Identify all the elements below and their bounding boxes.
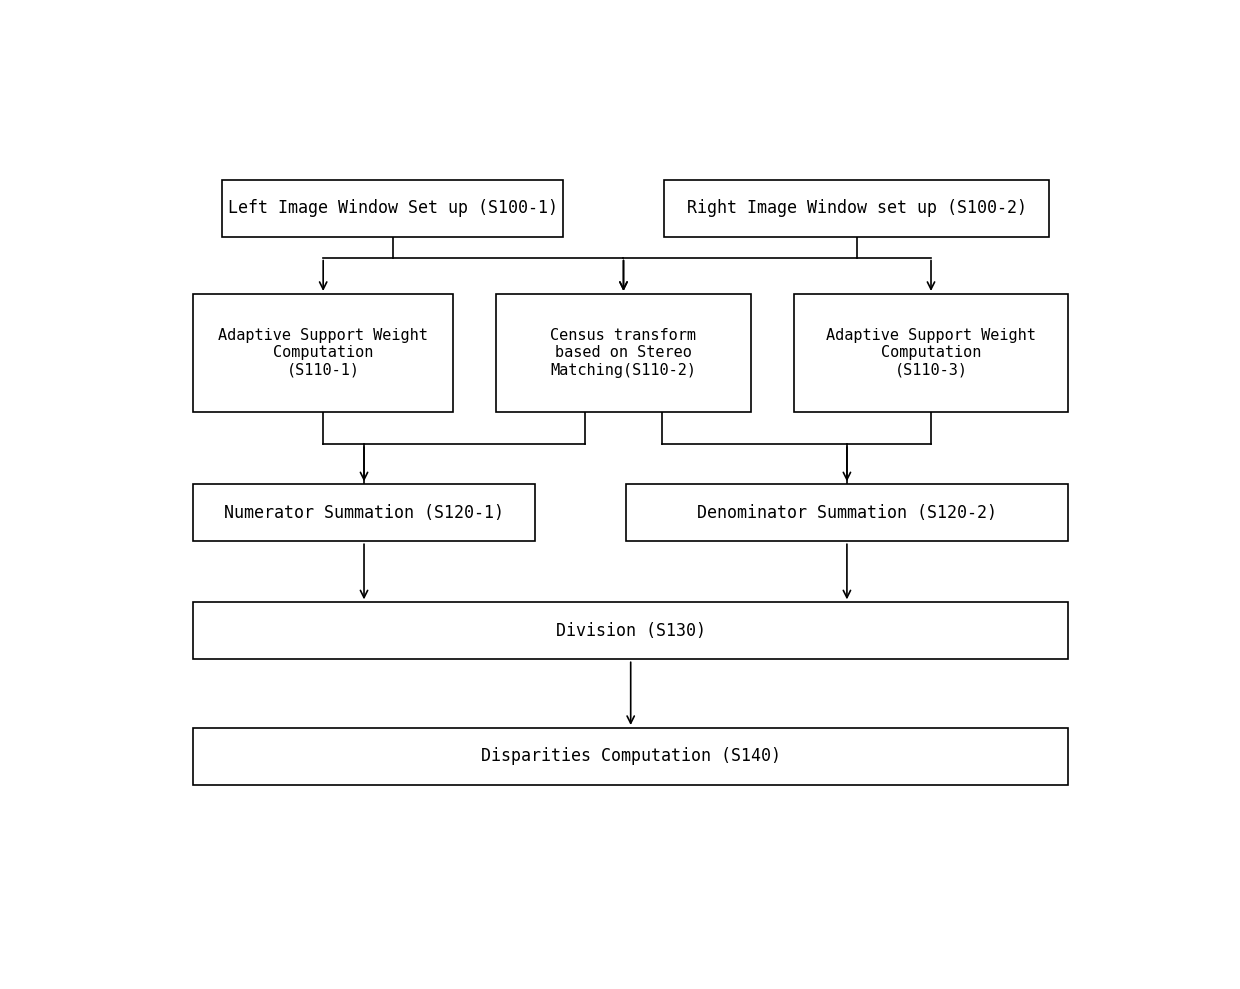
Text: Right Image Window set up (S100-2): Right Image Window set up (S100-2) [687, 199, 1027, 218]
FancyBboxPatch shape [193, 485, 534, 541]
FancyBboxPatch shape [193, 602, 1068, 660]
Text: Disparities Computation (S140): Disparities Computation (S140) [481, 748, 781, 765]
Text: Adaptive Support Weight
Computation
(S110-3): Adaptive Support Weight Computation (S11… [826, 328, 1035, 378]
FancyBboxPatch shape [665, 180, 1049, 236]
FancyBboxPatch shape [626, 485, 1068, 541]
Text: Numerator Summation (S120-1): Numerator Summation (S120-1) [224, 503, 503, 522]
Text: Adaptive Support Weight
Computation
(S110-1): Adaptive Support Weight Computation (S11… [218, 328, 428, 378]
FancyBboxPatch shape [193, 728, 1068, 785]
Text: Census transform
based on Stereo
Matching(S110-2): Census transform based on Stereo Matchin… [551, 328, 697, 378]
FancyBboxPatch shape [222, 180, 563, 236]
FancyBboxPatch shape [193, 294, 453, 411]
Text: Left Image Window Set up (S100-1): Left Image Window Set up (S100-1) [228, 199, 558, 218]
FancyBboxPatch shape [496, 294, 751, 411]
Text: Denominator Summation (S120-2): Denominator Summation (S120-2) [697, 503, 997, 522]
FancyBboxPatch shape [794, 294, 1068, 411]
Text: Division (S130): Division (S130) [556, 622, 706, 640]
